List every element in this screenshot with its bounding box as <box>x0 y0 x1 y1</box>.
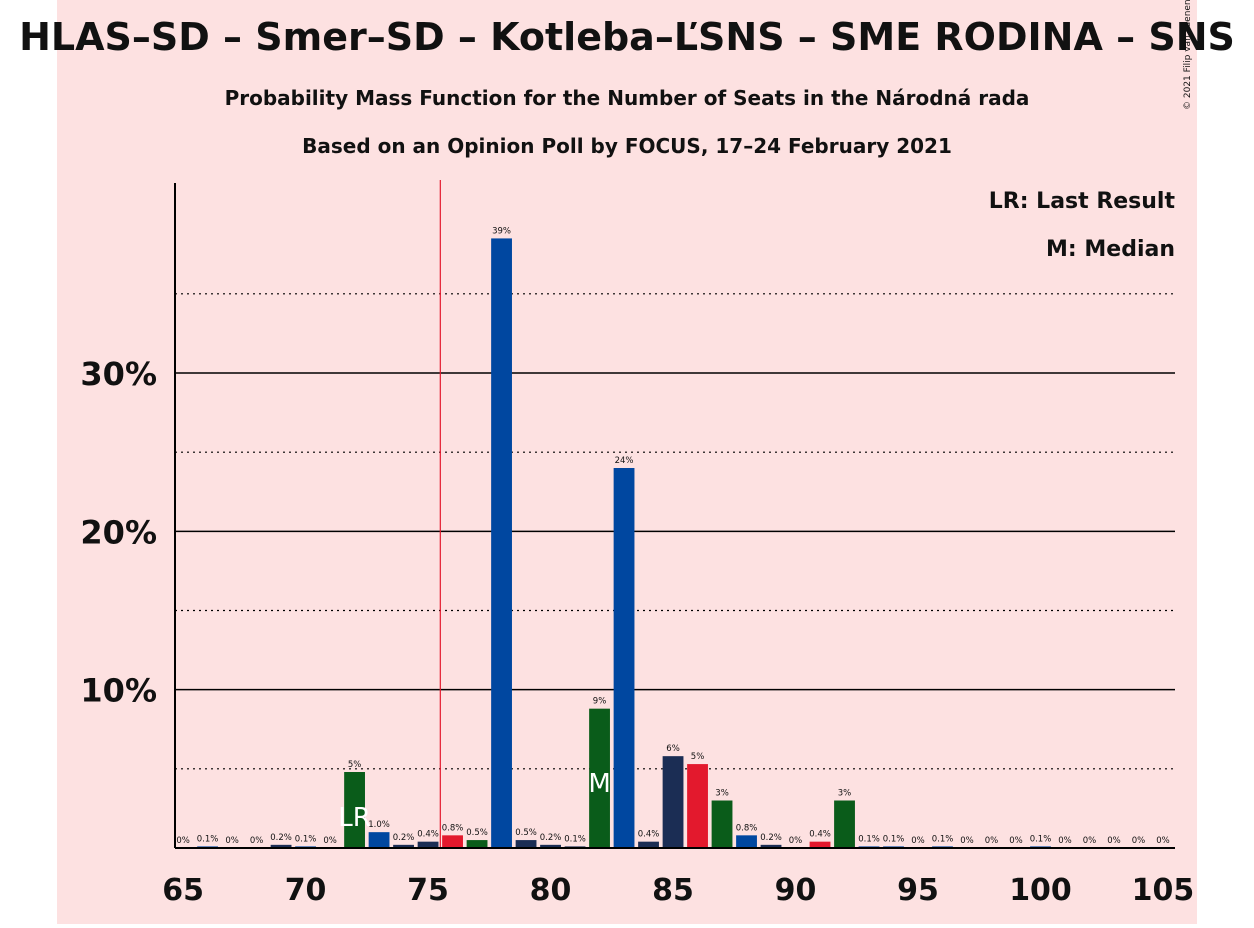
value-label: 0.4% <box>638 830 660 840</box>
value-label: 0.5% <box>466 828 488 838</box>
value-label: 0% <box>250 836 264 846</box>
value-label: 0% <box>789 836 803 846</box>
value-label: 9% <box>593 697 607 707</box>
value-label: 0% <box>176 836 190 846</box>
bar <box>540 844 561 848</box>
bar <box>491 238 512 848</box>
value-label: 0.1% <box>564 834 586 844</box>
value-label: 0.2% <box>270 833 292 843</box>
bar <box>589 708 610 848</box>
x-tick-label: 75 <box>407 873 449 908</box>
x-tick-label: 80 <box>530 873 572 908</box>
value-label: 0% <box>985 836 999 846</box>
bar <box>466 840 488 848</box>
x-tick-label: 70 <box>285 873 327 908</box>
value-label: 0.8% <box>442 823 464 833</box>
value-label: 5% <box>348 760 362 770</box>
value-label: 1.0% <box>368 820 390 830</box>
chart-title: HLAS–SD – Smer–SD – Kotleba–ĽSNS – SME R… <box>19 15 1235 59</box>
y-tick-label: 20% <box>80 513 157 551</box>
value-label: 0.2% <box>760 833 782 843</box>
value-label: 0% <box>225 836 239 846</box>
x-tick-label: 95 <box>897 873 939 908</box>
bar <box>638 841 659 848</box>
last-result-marker: LR <box>338 803 371 833</box>
value-label: 0.1% <box>295 834 317 844</box>
bar <box>393 844 414 848</box>
value-label: 5% <box>691 752 705 762</box>
value-label: 0.8% <box>736 823 758 833</box>
value-label: 0% <box>1058 836 1072 846</box>
value-label: 0.1% <box>197 834 219 844</box>
y-tick-label: 30% <box>80 355 157 393</box>
bar <box>442 835 463 848</box>
y-tick-label: 10% <box>80 672 157 710</box>
median-marker: M <box>588 769 610 799</box>
bar <box>809 841 831 848</box>
value-label: 0% <box>1083 836 1097 846</box>
value-label: 3% <box>715 789 729 799</box>
legend-entry: M: Median <box>1046 237 1175 262</box>
value-label: 0% <box>1132 836 1146 846</box>
chart-subtitle: Based on an Opinion Poll by FOCUS, 17–24… <box>302 134 952 158</box>
bar <box>368 832 390 848</box>
bar <box>515 840 537 848</box>
value-label: 0.1% <box>932 834 954 844</box>
value-label: 0.5% <box>515 828 537 838</box>
bar <box>344 772 365 848</box>
value-label: 0% <box>1156 836 1170 846</box>
value-label: 39% <box>492 226 511 236</box>
bar <box>760 844 782 848</box>
bar <box>417 841 439 848</box>
copyright: © 2021 Filip van Laenen <box>1183 0 1193 110</box>
value-label: 0% <box>960 836 974 846</box>
legend-entry: LR: Last Result <box>989 189 1176 214</box>
bar <box>687 764 708 848</box>
value-label: 3% <box>838 789 852 799</box>
value-label: 0.4% <box>417 830 439 840</box>
bar <box>834 800 855 848</box>
value-label: 0% <box>1107 836 1121 846</box>
value-label: 0.2% <box>540 833 562 843</box>
bar <box>270 844 292 848</box>
bar <box>711 800 733 848</box>
bar <box>736 835 757 848</box>
value-label: 0% <box>1009 836 1023 846</box>
bar <box>662 756 684 848</box>
value-label: 0.1% <box>1030 834 1052 844</box>
value-label: 24% <box>615 456 634 466</box>
x-tick-label: 90 <box>775 873 817 908</box>
x-tick-label: 85 <box>652 873 694 908</box>
value-label: 6% <box>666 744 680 754</box>
value-label: 0.1% <box>883 834 905 844</box>
bar <box>613 468 635 848</box>
chart-subtitle: Probability Mass Function for the Number… <box>225 86 1030 110</box>
value-label: 0% <box>323 836 337 846</box>
x-tick-label: 100 <box>1009 873 1072 908</box>
value-label: 0% <box>911 836 925 846</box>
x-tick-label: 105 <box>1132 873 1195 908</box>
x-tick-label: 65 <box>162 873 204 908</box>
value-label: 0.2% <box>393 833 415 843</box>
value-label: 0.1% <box>858 834 880 844</box>
value-label: 0.4% <box>809 830 831 840</box>
